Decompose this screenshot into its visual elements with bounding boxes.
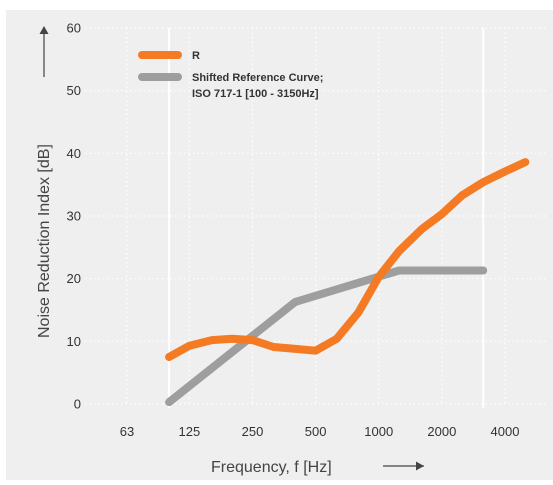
y-tick-label: 50 — [67, 83, 81, 98]
x-tick-label: 2000 — [427, 424, 456, 439]
chart-panel — [6, 10, 553, 480]
legend-label-reference-line1: Shifted Reference Curve; — [192, 72, 323, 84]
y-tick-label: 0 — [74, 397, 81, 412]
x-tick-label: 500 — [305, 424, 327, 439]
y-tick-label: 30 — [67, 209, 81, 224]
data-series — [165, 158, 530, 407]
legend-label-reference-line2: ISO 717-1 [100 - 3150Hz] — [192, 88, 319, 100]
y-axis-title-group: Noise Reduction Index [dB] — [36, 26, 53, 338]
y-tick-labels: 0 10 20 30 40 50 60 — [67, 21, 81, 412]
series-line-reference — [165, 266, 488, 407]
legend-label-r: R — [192, 50, 200, 62]
x-axis-title-group: Frequency, f [Hz] — [211, 459, 424, 476]
frequency-range-limits — [168, 28, 485, 408]
x-tick-label: 125 — [179, 424, 201, 439]
y-tick-label: 20 — [67, 271, 81, 286]
x-tick-label: 1000 — [364, 424, 393, 439]
y-axis-arrow-icon — [39, 26, 49, 34]
y-axis-title: Noise Reduction Index [dB] — [36, 144, 53, 338]
y-tick-label: 40 — [67, 146, 81, 161]
legend: R Shifted Reference Curve; ISO 717-1 [10… — [138, 50, 323, 100]
y-tick-label: 60 — [67, 21, 81, 36]
x-axis-title: Frequency, f [Hz] — [211, 459, 332, 476]
series-line-r — [165, 158, 530, 361]
x-tick-label: 63 — [120, 424, 134, 439]
horizontal-gridlines — [85, 27, 547, 405]
x-tick-label: 250 — [242, 424, 264, 439]
y-tick-label: 10 — [67, 334, 81, 349]
x-tick-labels: 63 125 250 500 1000 2000 4000 — [120, 424, 520, 439]
x-tick-label: 4000 — [491, 424, 520, 439]
x-axis-arrow-icon — [416, 461, 424, 471]
